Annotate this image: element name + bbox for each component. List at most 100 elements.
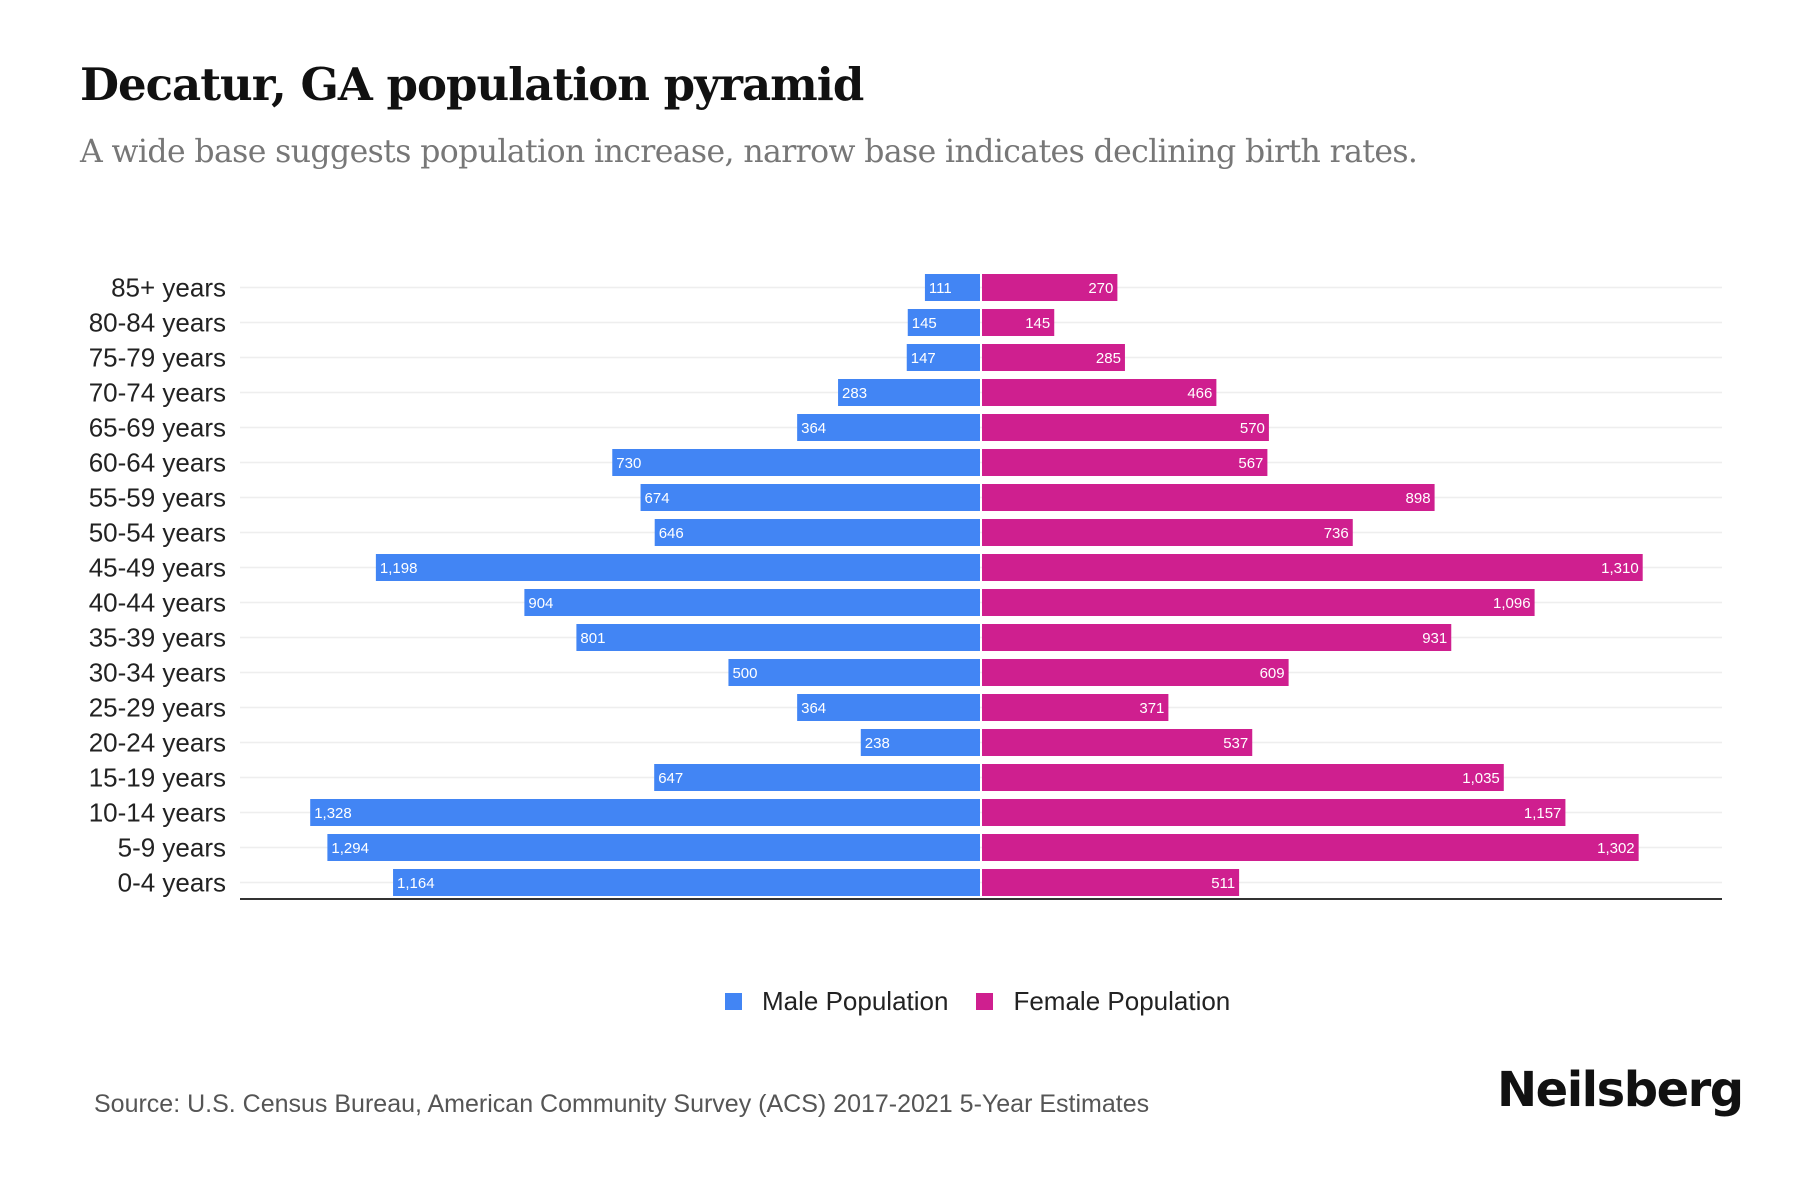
male-bar[interactable] [327, 834, 980, 861]
male-value-label: 238 [865, 735, 890, 752]
female-value-label: 145 [1025, 315, 1050, 332]
female-bar[interactable] [982, 799, 1566, 826]
y-tick-label: 20-24 years [89, 728, 226, 758]
male-value-label: 364 [801, 420, 826, 437]
male-bar[interactable] [838, 379, 980, 406]
female-bar[interactable] [982, 309, 1055, 336]
female-bar[interactable] [982, 554, 1643, 581]
y-tick-label: 65-69 years [89, 413, 226, 443]
female-bar[interactable] [982, 344, 1125, 371]
male-bar[interactable] [728, 659, 980, 686]
female-bar[interactable] [982, 484, 1435, 511]
male-value-label: 147 [911, 350, 936, 367]
female-value-label: 270 [1088, 280, 1113, 297]
neilsberg-logo: Neilsberg [1497, 1062, 1744, 1118]
female-bar[interactable] [982, 379, 1217, 406]
female-swatch-icon [976, 993, 994, 1010]
male-bar[interactable] [907, 309, 980, 336]
male-value-label: 674 [645, 490, 670, 507]
female-bar[interactable] [982, 869, 1240, 896]
male-bar[interactable] [375, 554, 980, 581]
female-bar[interactable] [982, 589, 1535, 616]
legend-item-female[interactable]: Female Population [976, 986, 1230, 1017]
female-value-label: 570 [1240, 420, 1265, 437]
chart-title: Decatur, GA population pyramid [80, 58, 864, 111]
male-bar[interactable] [797, 694, 980, 721]
female-bar[interactable] [982, 519, 1353, 546]
male-swatch-icon [725, 993, 742, 1010]
female-bar[interactable] [982, 694, 1169, 721]
female-value-label: 371 [1139, 700, 1164, 717]
male-bar[interactable] [654, 764, 980, 791]
male-value-label: 647 [658, 770, 683, 787]
female-value-label: 466 [1187, 385, 1212, 402]
male-bar[interactable] [310, 799, 980, 826]
male-value-label: 1,164 [397, 875, 435, 892]
y-tick-label: 70-74 years [89, 378, 226, 408]
legend-label-female: Female Population [1013, 986, 1231, 1016]
female-bar[interactable] [982, 449, 1268, 476]
bars: 111 270 145 145 147 285 283 466 364 570 730 567 674 8… [310, 274, 1643, 896]
male-value-label: 500 [732, 665, 757, 682]
y-axis-labels: 85+ years 80-84 years 75-79 years 70-74 yea… [89, 273, 226, 898]
y-tick-label: 85+ years [111, 273, 226, 303]
y-tick-label: 40-44 years [89, 588, 226, 618]
female-value-label: 537 [1223, 735, 1248, 752]
female-value-label: 736 [1324, 525, 1349, 542]
female-value-label: 1,310 [1601, 560, 1639, 577]
female-bar[interactable] [982, 834, 1639, 861]
male-value-label: 111 [929, 280, 952, 297]
source-note: Source: U.S. Census Bureau, American Com… [94, 1090, 1150, 1118]
y-tick-label: 25-29 years [89, 693, 226, 723]
chart-subtitle: A wide base suggests population increase… [80, 134, 1418, 170]
male-value-label: 801 [580, 630, 605, 647]
female-value-label: 1,157 [1524, 805, 1562, 822]
female-value-label: 609 [1260, 665, 1285, 682]
female-bar[interactable] [982, 764, 1504, 791]
male-value-label: 730 [616, 455, 641, 472]
male-bar[interactable] [654, 519, 980, 546]
legend-item-male[interactable]: Male Population [725, 986, 948, 1017]
female-value-label: 567 [1238, 455, 1263, 472]
male-bar[interactable] [924, 274, 980, 301]
y-tick-label: 45-49 years [89, 553, 226, 583]
male-value-label: 1,328 [314, 805, 352, 822]
male-value-label: 1,294 [331, 840, 369, 857]
y-tick-label: 75-79 years [89, 343, 226, 373]
y-tick-label: 50-54 years [89, 518, 226, 548]
female-bar[interactable] [982, 729, 1253, 756]
male-bar[interactable] [524, 589, 980, 616]
male-value-label: 283 [842, 385, 867, 402]
male-bar[interactable] [860, 729, 980, 756]
male-value-label: 646 [659, 525, 684, 542]
y-tick-label: 55-59 years [89, 483, 226, 513]
male-bar[interactable] [640, 484, 980, 511]
legend-label-male: Male Population [762, 986, 949, 1016]
gridlines [240, 286, 1722, 884]
y-tick-label: 10-14 years [89, 798, 226, 828]
male-value-label: 145 [912, 315, 937, 332]
female-value-label: 1,096 [1493, 595, 1531, 612]
male-value-label: 364 [801, 700, 826, 717]
female-value-label: 1,035 [1462, 770, 1500, 787]
male-bar[interactable] [393, 869, 980, 896]
male-bar[interactable] [906, 344, 980, 371]
y-tick-label: 80-84 years [89, 308, 226, 338]
female-bar[interactable] [982, 274, 1118, 301]
male-bar[interactable] [797, 414, 980, 441]
male-value-label: 1,198 [380, 560, 418, 577]
male-bar[interactable] [576, 624, 980, 651]
y-tick-label: 5-9 years [118, 833, 226, 863]
legend: Male Population Female Population [725, 986, 1258, 1017]
y-tick-label: 60-64 years [89, 448, 226, 478]
female-bar[interactable] [982, 624, 1452, 651]
female-value-label: 511 [1211, 875, 1235, 892]
y-tick-label: 30-34 years [89, 658, 226, 688]
male-bar[interactable] [612, 449, 980, 476]
y-tick-label: 35-39 years [89, 623, 226, 653]
female-value-label: 898 [1406, 490, 1431, 507]
y-tick-label: 0-4 years [118, 868, 226, 898]
female-value-label: 931 [1422, 630, 1447, 647]
female-bar[interactable] [982, 659, 1289, 686]
female-bar[interactable] [982, 414, 1269, 441]
